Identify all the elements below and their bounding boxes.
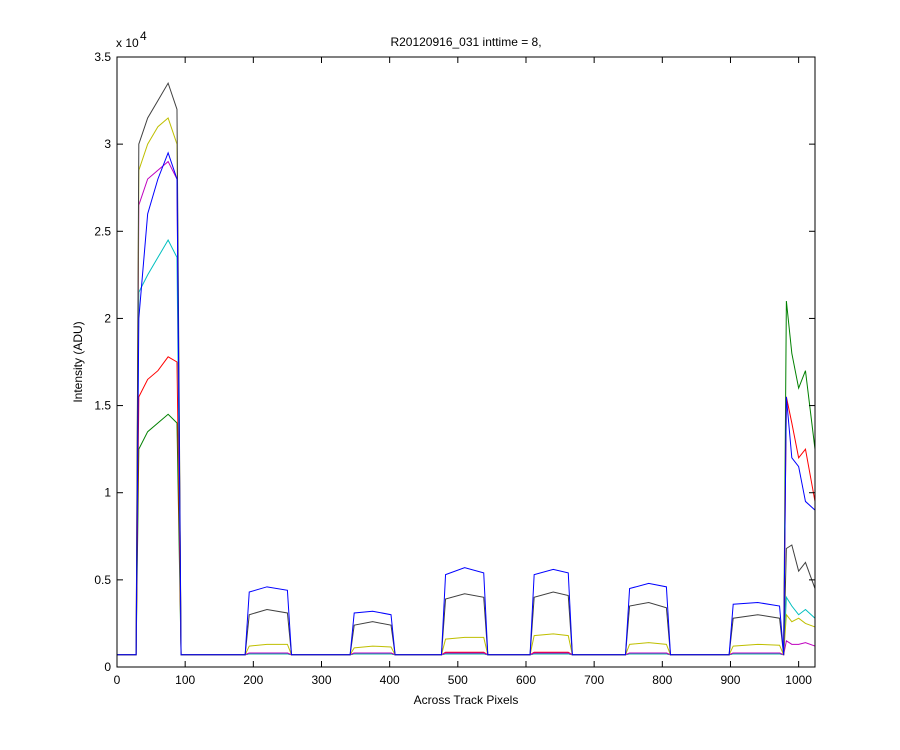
y-tick-label: 1 (104, 486, 111, 500)
y-axis-label: Intensity (ADU) (71, 321, 85, 402)
x-tick-label: 900 (720, 673, 740, 687)
x-tick-label: 800 (652, 673, 672, 687)
chart-title: R20120916_031 inttime = 8, (390, 35, 541, 49)
x-tick-label: 200 (243, 673, 263, 687)
y-tick-label: 0 (104, 660, 111, 674)
axes-box (116, 56, 816, 668)
y-exponent-base: x 10 (116, 36, 139, 50)
x-tick-label: 0 (114, 673, 121, 687)
y-tick-label: 3.5 (94, 50, 111, 64)
y-exponent: 4 (140, 29, 147, 43)
y-tick-label: 3 (104, 137, 111, 151)
x-tick-label: 700 (584, 673, 604, 687)
data-line (117, 151, 816, 656)
x-tick-label: 500 (448, 673, 468, 687)
y-tick-label: 2 (104, 311, 111, 325)
x-tick-label: 300 (311, 673, 331, 687)
x-tick-label: 1000 (785, 673, 812, 687)
x-axis-label: Across Track Pixels (414, 693, 519, 707)
x-tick-label: 400 (380, 673, 400, 687)
y-tick-label: 2.5 (94, 224, 111, 238)
y-tick-label: 1.5 (94, 399, 111, 413)
y-tick-label: 0.5 (94, 573, 111, 587)
x-tick-label: 100 (175, 673, 195, 687)
x-tick-label: 600 (516, 673, 536, 687)
